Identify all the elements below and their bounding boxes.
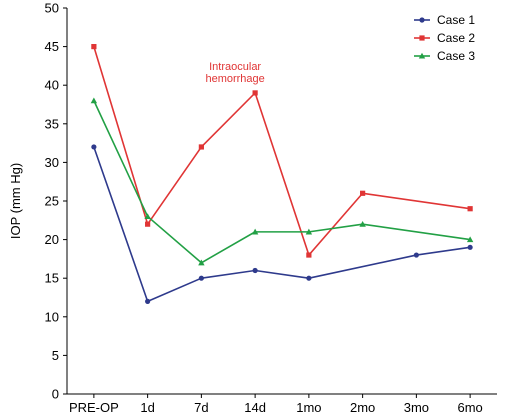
data-point [198,144,204,150]
y-tick-label: 45 [45,39,59,54]
y-axis-label: IOP (mm Hg) [8,163,23,239]
y-tick-label: 50 [45,1,59,16]
y-tick-label: 15 [45,271,59,286]
annotation-text: hemorrhage [205,73,264,85]
x-tick-label: 1mo [296,400,321,415]
legend-label: Case 3 [437,49,475,63]
data-point [91,44,97,50]
legend-marker [419,35,425,41]
axes [66,8,497,395]
data-point [413,252,419,258]
series-line [93,100,471,264]
data-point [466,236,474,243]
legend-marker [419,17,425,23]
data-point [251,228,259,235]
data-point [198,275,204,281]
legend: Case 1 Case 2 Case 3 [414,13,475,63]
series-case-2 [91,44,473,258]
annotation-text: Intraocular [209,61,261,73]
y-tick-label: 0 [52,387,59,402]
data-point [198,259,205,266]
data-point [144,213,151,219]
legend-item: Case 3 [414,49,475,63]
series-case-1 [91,144,473,304]
data-point [90,97,98,104]
y-tick-label: 10 [45,309,59,324]
y-tick-label: 5 [52,348,59,363]
data-point [145,298,151,304]
x-tick-label: 6mo [457,400,482,415]
x-tick-label: 2mo [350,400,375,415]
data-point [306,252,312,258]
legend-marker [418,52,426,59]
data-point [145,221,151,227]
series-layer [90,44,474,304]
data-point [359,220,366,227]
legend-label: Case 2 [437,31,475,45]
y-tick-label: 30 [45,155,59,170]
y-tick-label: 35 [45,116,59,131]
x-ticks: PRE-OP 1d 7d 14d 1mo 2mo 3mo 6mo [69,394,483,415]
data-point [467,206,473,212]
legend-item: Case 2 [414,31,475,45]
legend-label: Case 1 [437,13,475,27]
x-tick-label: PRE-OP [69,400,119,415]
data-point [305,228,313,235]
data-point [252,267,258,274]
y-tick-label: 25 [45,194,59,209]
y-tick-label: 20 [45,232,59,247]
legend-item: Case 1 [414,13,475,27]
y-tick-label: 40 [45,78,59,93]
data-point [360,190,366,196]
series-line [93,46,471,256]
x-tick-label: 14d [244,400,266,415]
x-tick-label: 1d [140,400,154,415]
data-point [467,244,473,250]
data-point [252,90,258,96]
x-tick-label: 7d [194,400,208,415]
series-line [93,146,471,303]
data-point [306,275,312,281]
x-tick-label: 3mo [404,400,429,415]
data-point [91,144,97,150]
y-ticks: 0 5 10 15 20 25 30 35 40 45 50 [45,1,67,402]
series-case-3 [90,97,474,266]
